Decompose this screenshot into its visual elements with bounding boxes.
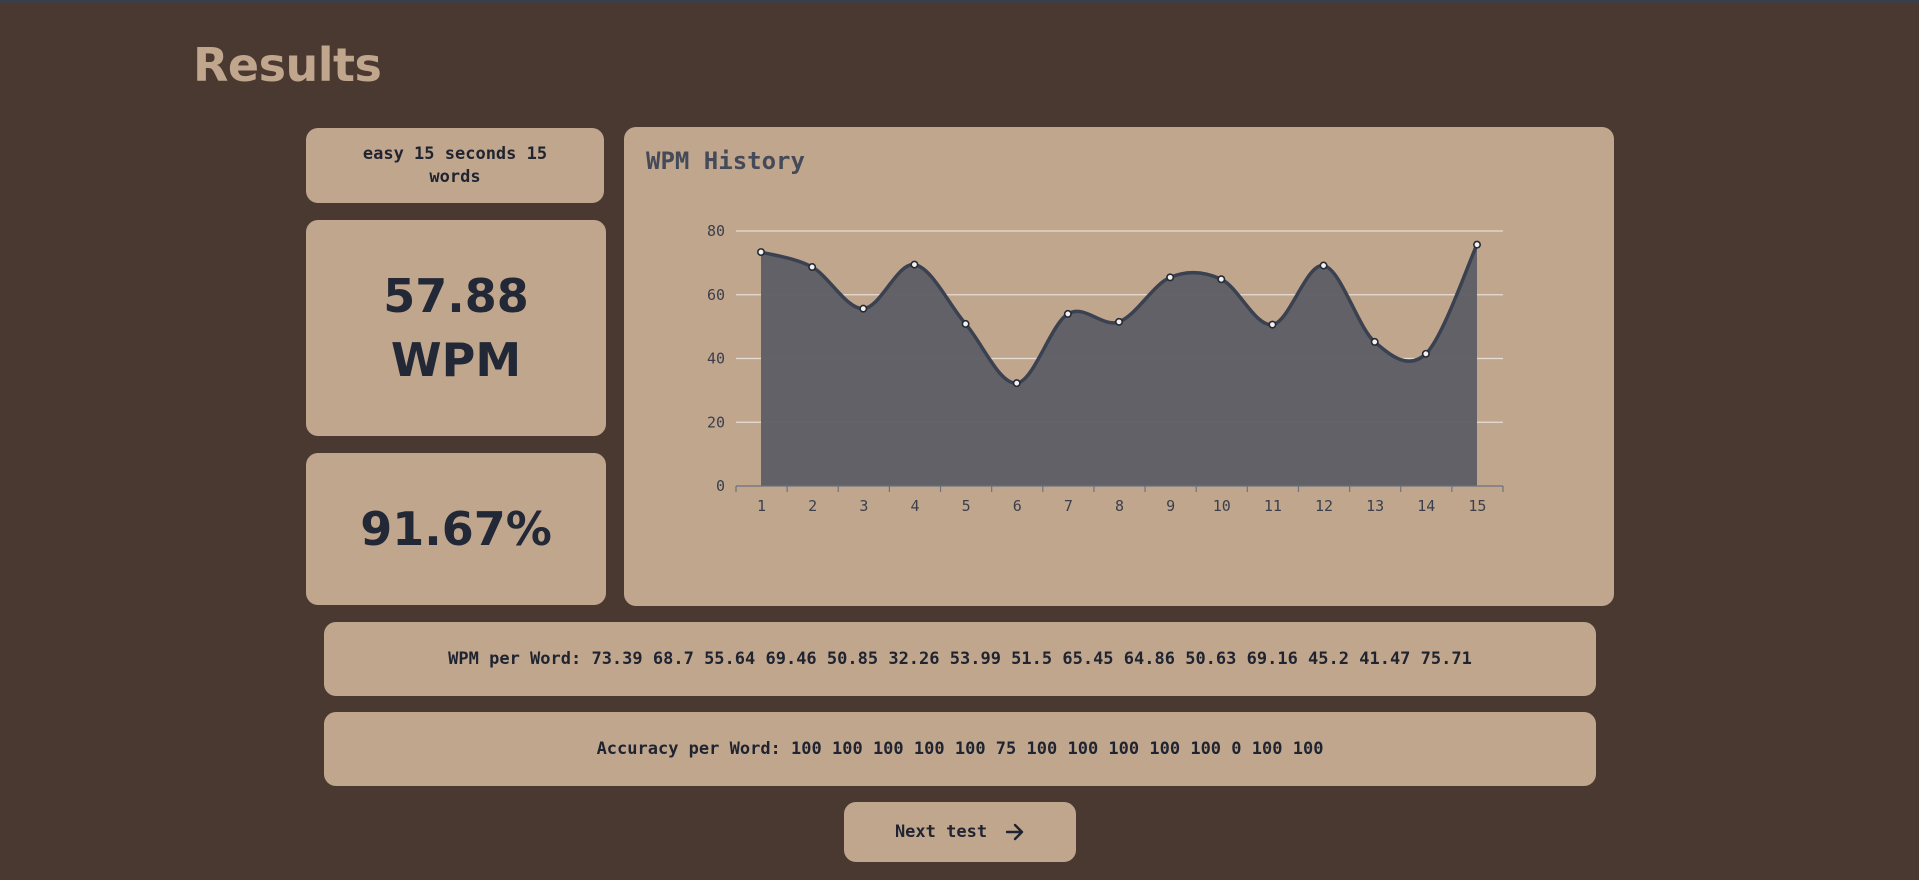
wpm-word-value: 69.46 bbox=[755, 649, 817, 669]
wpm-word-value: 69.16 bbox=[1236, 649, 1298, 669]
wpm-word-value: 32.26 bbox=[878, 649, 940, 669]
x-tick-label: 14 bbox=[1417, 497, 1435, 515]
wpm-word-value: 73.39 bbox=[581, 649, 643, 669]
wpm-per-word-label: WPM per Word: bbox=[448, 649, 582, 669]
accuracy-word-value: 100 bbox=[780, 739, 822, 759]
accuracy-word-value: 100 bbox=[1098, 739, 1140, 759]
data-point bbox=[859, 304, 868, 313]
data-point bbox=[1472, 240, 1481, 249]
accuracy-card: 91.67% bbox=[306, 453, 606, 605]
wpm-word-value: 65.45 bbox=[1052, 649, 1114, 669]
x-tick-label: 5 bbox=[962, 497, 971, 515]
area-layer bbox=[760, 243, 1479, 486]
x-tick-label: 10 bbox=[1213, 497, 1231, 515]
x-tick-label: 13 bbox=[1366, 497, 1384, 515]
data-point bbox=[1319, 261, 1328, 270]
accuracy-word-value: 100 bbox=[862, 739, 904, 759]
data-point bbox=[757, 248, 766, 257]
wpm-per-word-values: 73.39 68.7 55.64 69.46 50.85 32.26 53.99… bbox=[581, 649, 1472, 669]
wpm-history-card: WPM History 0 20 40 60 80 1 2 3 4 5 6 7 8 9 10 11 12 13 14… bbox=[624, 127, 1614, 606]
wpm-word-value: 50.85 bbox=[816, 649, 879, 669]
wpm-word-value: 41.47 bbox=[1349, 649, 1411, 669]
x-tick-label: 2 bbox=[808, 497, 817, 515]
point-layer bbox=[757, 240, 1481, 388]
accuracy-per-word-values: 100 100 100 100 100 75 100 100 100 100 1… bbox=[780, 739, 1324, 759]
wpm-word-value: 51.5 bbox=[1000, 649, 1053, 669]
wpm-unit: WPM bbox=[390, 333, 522, 387]
page-title: Results bbox=[193, 38, 382, 92]
wpm-word-value: 64.86 bbox=[1113, 649, 1175, 669]
accuracy-word-value: 0 bbox=[1221, 739, 1242, 759]
top-border bbox=[0, 0, 1919, 3]
x-tick-label: 6 bbox=[1013, 497, 1022, 515]
next-test-label: Next test bbox=[894, 822, 988, 842]
wpm-word-value: 68.7 bbox=[642, 649, 694, 669]
accuracy-word-value: 100 bbox=[1282, 739, 1324, 759]
wpm-word-value: 45.2 bbox=[1297, 649, 1349, 669]
x-tick-label: 15 bbox=[1468, 497, 1486, 515]
accuracy-word-value: 100 bbox=[1139, 739, 1181, 759]
data-point bbox=[808, 263, 817, 272]
y-tick-label: 60 bbox=[707, 286, 725, 304]
wpm-card: 57.88 WPM bbox=[306, 220, 606, 436]
x-tick-label: 4 bbox=[910, 497, 919, 515]
x-tick-label: 1 bbox=[757, 497, 766, 515]
x-tick-label: 12 bbox=[1315, 497, 1333, 515]
series-area bbox=[761, 244, 1477, 486]
x-tick-label: 8 bbox=[1115, 497, 1124, 515]
accuracy-word-value: 75 bbox=[985, 739, 1017, 759]
wpm-word-value: 50.63 bbox=[1174, 649, 1237, 669]
data-point bbox=[1421, 349, 1430, 358]
accuracy-per-word-label: Accuracy per Word: bbox=[596, 739, 781, 759]
data-point bbox=[1063, 309, 1072, 318]
test-mode-label: easy 15 seconds 15 words bbox=[362, 143, 548, 187]
chart-title: WPM History bbox=[646, 147, 805, 175]
x-tick-label: 3 bbox=[859, 497, 868, 515]
wpm-word-value: 53.99 bbox=[939, 649, 1001, 669]
data-point bbox=[1268, 320, 1277, 329]
wpm-word-value: 75.71 bbox=[1410, 649, 1472, 669]
wpm-value: 57.88 bbox=[383, 269, 529, 323]
accuracy-per-word-strip: Accuracy per Word: 100 100 100 100 100 7… bbox=[324, 712, 1596, 786]
accuracy-word-value: 100 bbox=[1241, 739, 1283, 759]
accuracy-word-value: 100 bbox=[1057, 739, 1099, 759]
accuracy-word-value: 100 bbox=[903, 739, 945, 759]
x-tick-label: 9 bbox=[1166, 497, 1175, 515]
accuracy-word-value: 100 bbox=[1016, 739, 1058, 759]
data-point bbox=[1370, 337, 1379, 346]
x-tick-label: 11 bbox=[1264, 497, 1282, 515]
data-point bbox=[910, 260, 919, 269]
accuracy-value: 91.67% bbox=[360, 502, 552, 556]
arrow-right-icon bbox=[1005, 823, 1024, 841]
test-mode-card: easy 15 seconds 15 words bbox=[306, 128, 604, 203]
y-tick-label: 0 bbox=[716, 477, 725, 495]
wpm-word-value: 55.64 bbox=[693, 649, 756, 669]
y-tick-label: 20 bbox=[707, 413, 725, 431]
data-point bbox=[1217, 275, 1226, 284]
data-point bbox=[1114, 317, 1123, 326]
y-tick-label: 80 bbox=[707, 222, 725, 240]
accuracy-word-value: 100 bbox=[821, 739, 863, 759]
data-point bbox=[1012, 379, 1021, 388]
wpm-per-word-strip: WPM per Word: 73.39 68.7 55.64 69.46 50.… bbox=[324, 622, 1596, 696]
next-test-button[interactable]: Next test bbox=[844, 802, 1076, 862]
data-point bbox=[961, 319, 970, 328]
data-point bbox=[1166, 273, 1175, 282]
accuracy-word-value: 100 bbox=[944, 739, 986, 759]
accuracy-word-value: 100 bbox=[1180, 739, 1222, 759]
x-tick-label: 7 bbox=[1064, 497, 1073, 515]
y-tick-label: 40 bbox=[707, 350, 725, 368]
